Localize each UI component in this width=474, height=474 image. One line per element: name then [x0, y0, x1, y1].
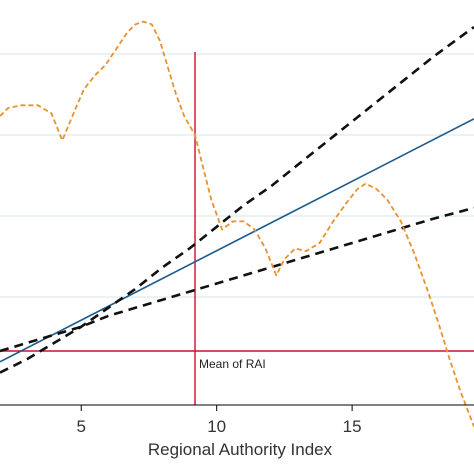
plot-area — [0, 20, 474, 427]
mean-rai-label: Mean of RAI — [199, 357, 266, 371]
lower-confidence-line — [0, 206, 474, 353]
x-axis-ticks: 5 10 15 — [77, 405, 362, 436]
x-tick-label-1: 10 — [207, 417, 226, 436]
x-tick-label-0: 5 — [77, 417, 86, 436]
gridlines — [0, 53, 474, 298]
upper-confidence-line — [0, 25, 474, 374]
x-axis-label: Regional Authority Index — [148, 440, 333, 459]
fitted-line — [0, 118, 474, 363]
rai-density-line — [0, 20, 474, 427]
x-tick-label-2: 15 — [343, 417, 362, 436]
